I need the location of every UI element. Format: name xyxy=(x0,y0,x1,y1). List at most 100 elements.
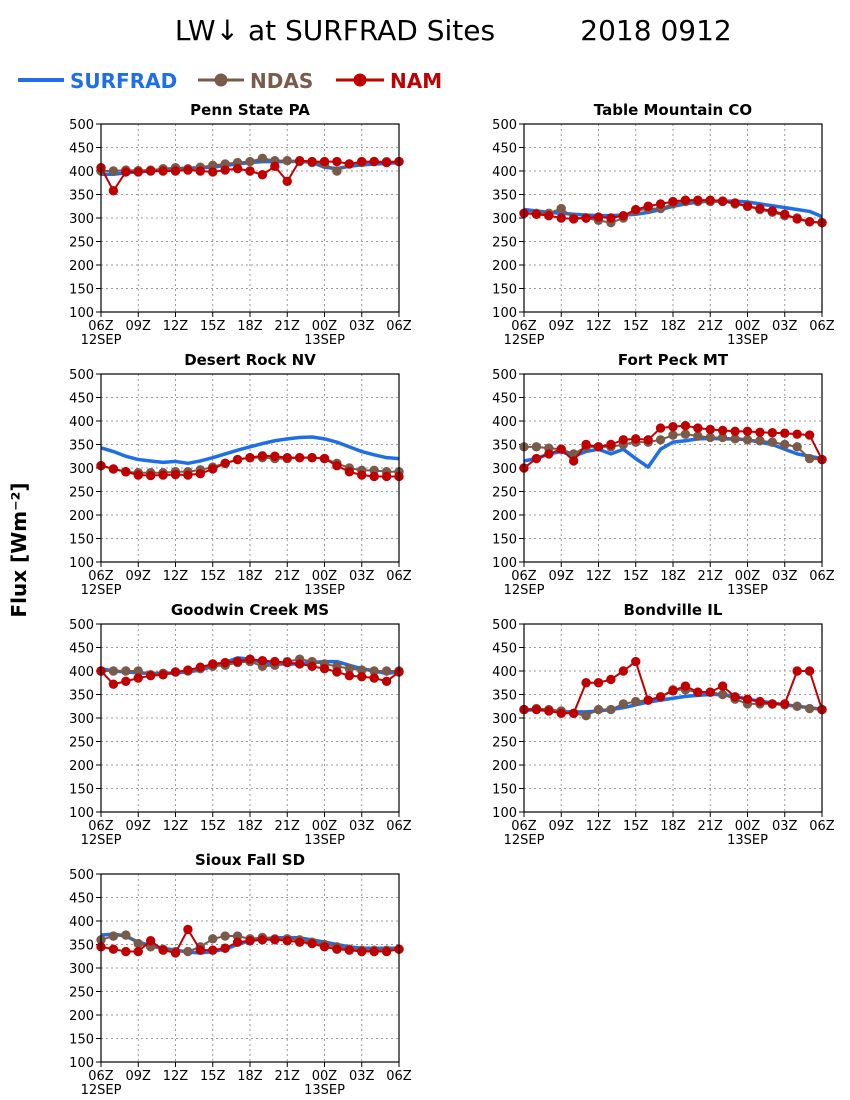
point-nam xyxy=(344,467,355,477)
x-tick-label: 03Z xyxy=(349,1069,375,1084)
point-ndas xyxy=(680,429,691,439)
point-ndas xyxy=(183,946,193,957)
point-nam xyxy=(780,428,790,438)
point-nam xyxy=(344,159,355,169)
point-nam xyxy=(357,946,367,957)
point-nam xyxy=(294,659,305,669)
point-nam xyxy=(717,425,728,436)
x-tick-label: 00Z xyxy=(312,319,338,334)
point-nam xyxy=(257,655,268,666)
panel-title: Table Mountain CO xyxy=(594,101,752,119)
point-ndas xyxy=(792,701,802,711)
legend-label-nam: NAM xyxy=(390,69,442,93)
point-nam xyxy=(121,467,131,477)
point-nam xyxy=(183,470,193,480)
point-ndas xyxy=(381,666,392,676)
point-nam xyxy=(319,453,330,464)
point-nam xyxy=(804,666,815,676)
x-tick-label: 06Z xyxy=(88,569,114,584)
x-tick-label: 06Z xyxy=(809,569,835,584)
point-nam xyxy=(170,667,181,677)
point-nam xyxy=(170,166,181,176)
point-nam xyxy=(133,167,143,177)
y-tick-label: 350 xyxy=(69,939,94,954)
y-tick-label: 350 xyxy=(69,439,94,454)
point-nam xyxy=(282,657,292,668)
y-tick-label: 400 xyxy=(69,665,94,680)
point-nam xyxy=(618,210,629,221)
x-tick-label: 21Z xyxy=(698,569,724,584)
point-nam xyxy=(680,195,691,205)
x-tick-label: 15Z xyxy=(200,569,226,584)
point-nam xyxy=(742,426,753,437)
point-ndas xyxy=(208,934,218,944)
y-tick-label: 500 xyxy=(492,118,517,133)
point-nam xyxy=(183,924,193,935)
point-nam xyxy=(804,217,815,227)
point-nam xyxy=(108,944,119,954)
point-nam xyxy=(319,663,330,674)
y-tick-label: 200 xyxy=(492,259,517,274)
x-tick-label: 06Z xyxy=(511,569,537,584)
legend: SURFRAD NDAS NAM xyxy=(18,69,442,93)
x-tick-label: 21Z xyxy=(275,819,301,834)
x-tick-label: 15Z xyxy=(200,319,226,334)
point-ndas xyxy=(257,153,268,164)
point-nam xyxy=(208,464,218,474)
panels: Penn State PA 100 150 200 250 300 350 400 450 500… xyxy=(69,101,835,1098)
point-nam xyxy=(606,213,616,223)
point-nam xyxy=(108,464,119,474)
point-nam xyxy=(195,945,206,955)
point-ndas xyxy=(133,938,143,949)
y-tick-label: 500 xyxy=(69,618,94,633)
plot-frame xyxy=(523,373,823,563)
plot-frame xyxy=(523,623,823,813)
point-nam xyxy=(742,201,753,211)
x-tick-label: 06Z xyxy=(386,319,412,334)
point-nam xyxy=(544,449,554,459)
y-tick-label: 350 xyxy=(492,689,517,704)
y-tick-label: 450 xyxy=(492,642,517,657)
y-tick-label: 250 xyxy=(69,236,94,251)
point-nam xyxy=(158,470,168,480)
figure-date: 2018 0912 xyxy=(580,14,731,47)
point-ndas xyxy=(804,453,815,464)
y-tick-label: 400 xyxy=(69,415,94,430)
point-nam xyxy=(232,163,243,174)
point-nam xyxy=(220,943,230,953)
point-nam xyxy=(294,155,305,166)
point-nam xyxy=(742,694,753,704)
point-ndas xyxy=(593,704,604,715)
x-tick-label: 06Z xyxy=(386,1069,412,1084)
point-nam xyxy=(606,674,616,685)
x-tick-label: 06Z xyxy=(511,819,537,834)
point-nam xyxy=(183,665,193,675)
y-tick-label: 250 xyxy=(492,736,517,751)
panel-title: Fort Peck MT xyxy=(618,351,729,369)
x-tick-label: 00Z xyxy=(735,569,761,584)
point-ndas xyxy=(767,437,778,447)
point-nam xyxy=(544,210,554,221)
x-date-label: 12SEP xyxy=(81,583,122,598)
x-date-label: 12SEP xyxy=(504,833,545,848)
y-tick-label: 100 xyxy=(69,306,94,321)
point-nam xyxy=(381,157,392,168)
point-nam xyxy=(693,423,703,433)
point-nam xyxy=(568,214,579,224)
point-nam xyxy=(618,435,629,445)
point-nam xyxy=(381,676,392,687)
x-date-label: 12SEP xyxy=(504,583,545,598)
y-tick-label: 450 xyxy=(492,142,517,157)
point-nam xyxy=(245,936,255,946)
legend-item-ndas: NDAS xyxy=(198,69,313,93)
point-ndas xyxy=(282,155,292,166)
x-tick-label: 18Z xyxy=(660,319,686,334)
point-nam xyxy=(792,214,802,224)
plot-frame xyxy=(100,873,400,1063)
x-tick-label: 21Z xyxy=(275,319,301,334)
point-nam xyxy=(680,421,691,431)
point-nam xyxy=(631,434,641,444)
x-tick-label: 03Z xyxy=(349,319,375,334)
y-tick-label: 150 xyxy=(69,533,94,548)
point-nam xyxy=(270,161,280,172)
